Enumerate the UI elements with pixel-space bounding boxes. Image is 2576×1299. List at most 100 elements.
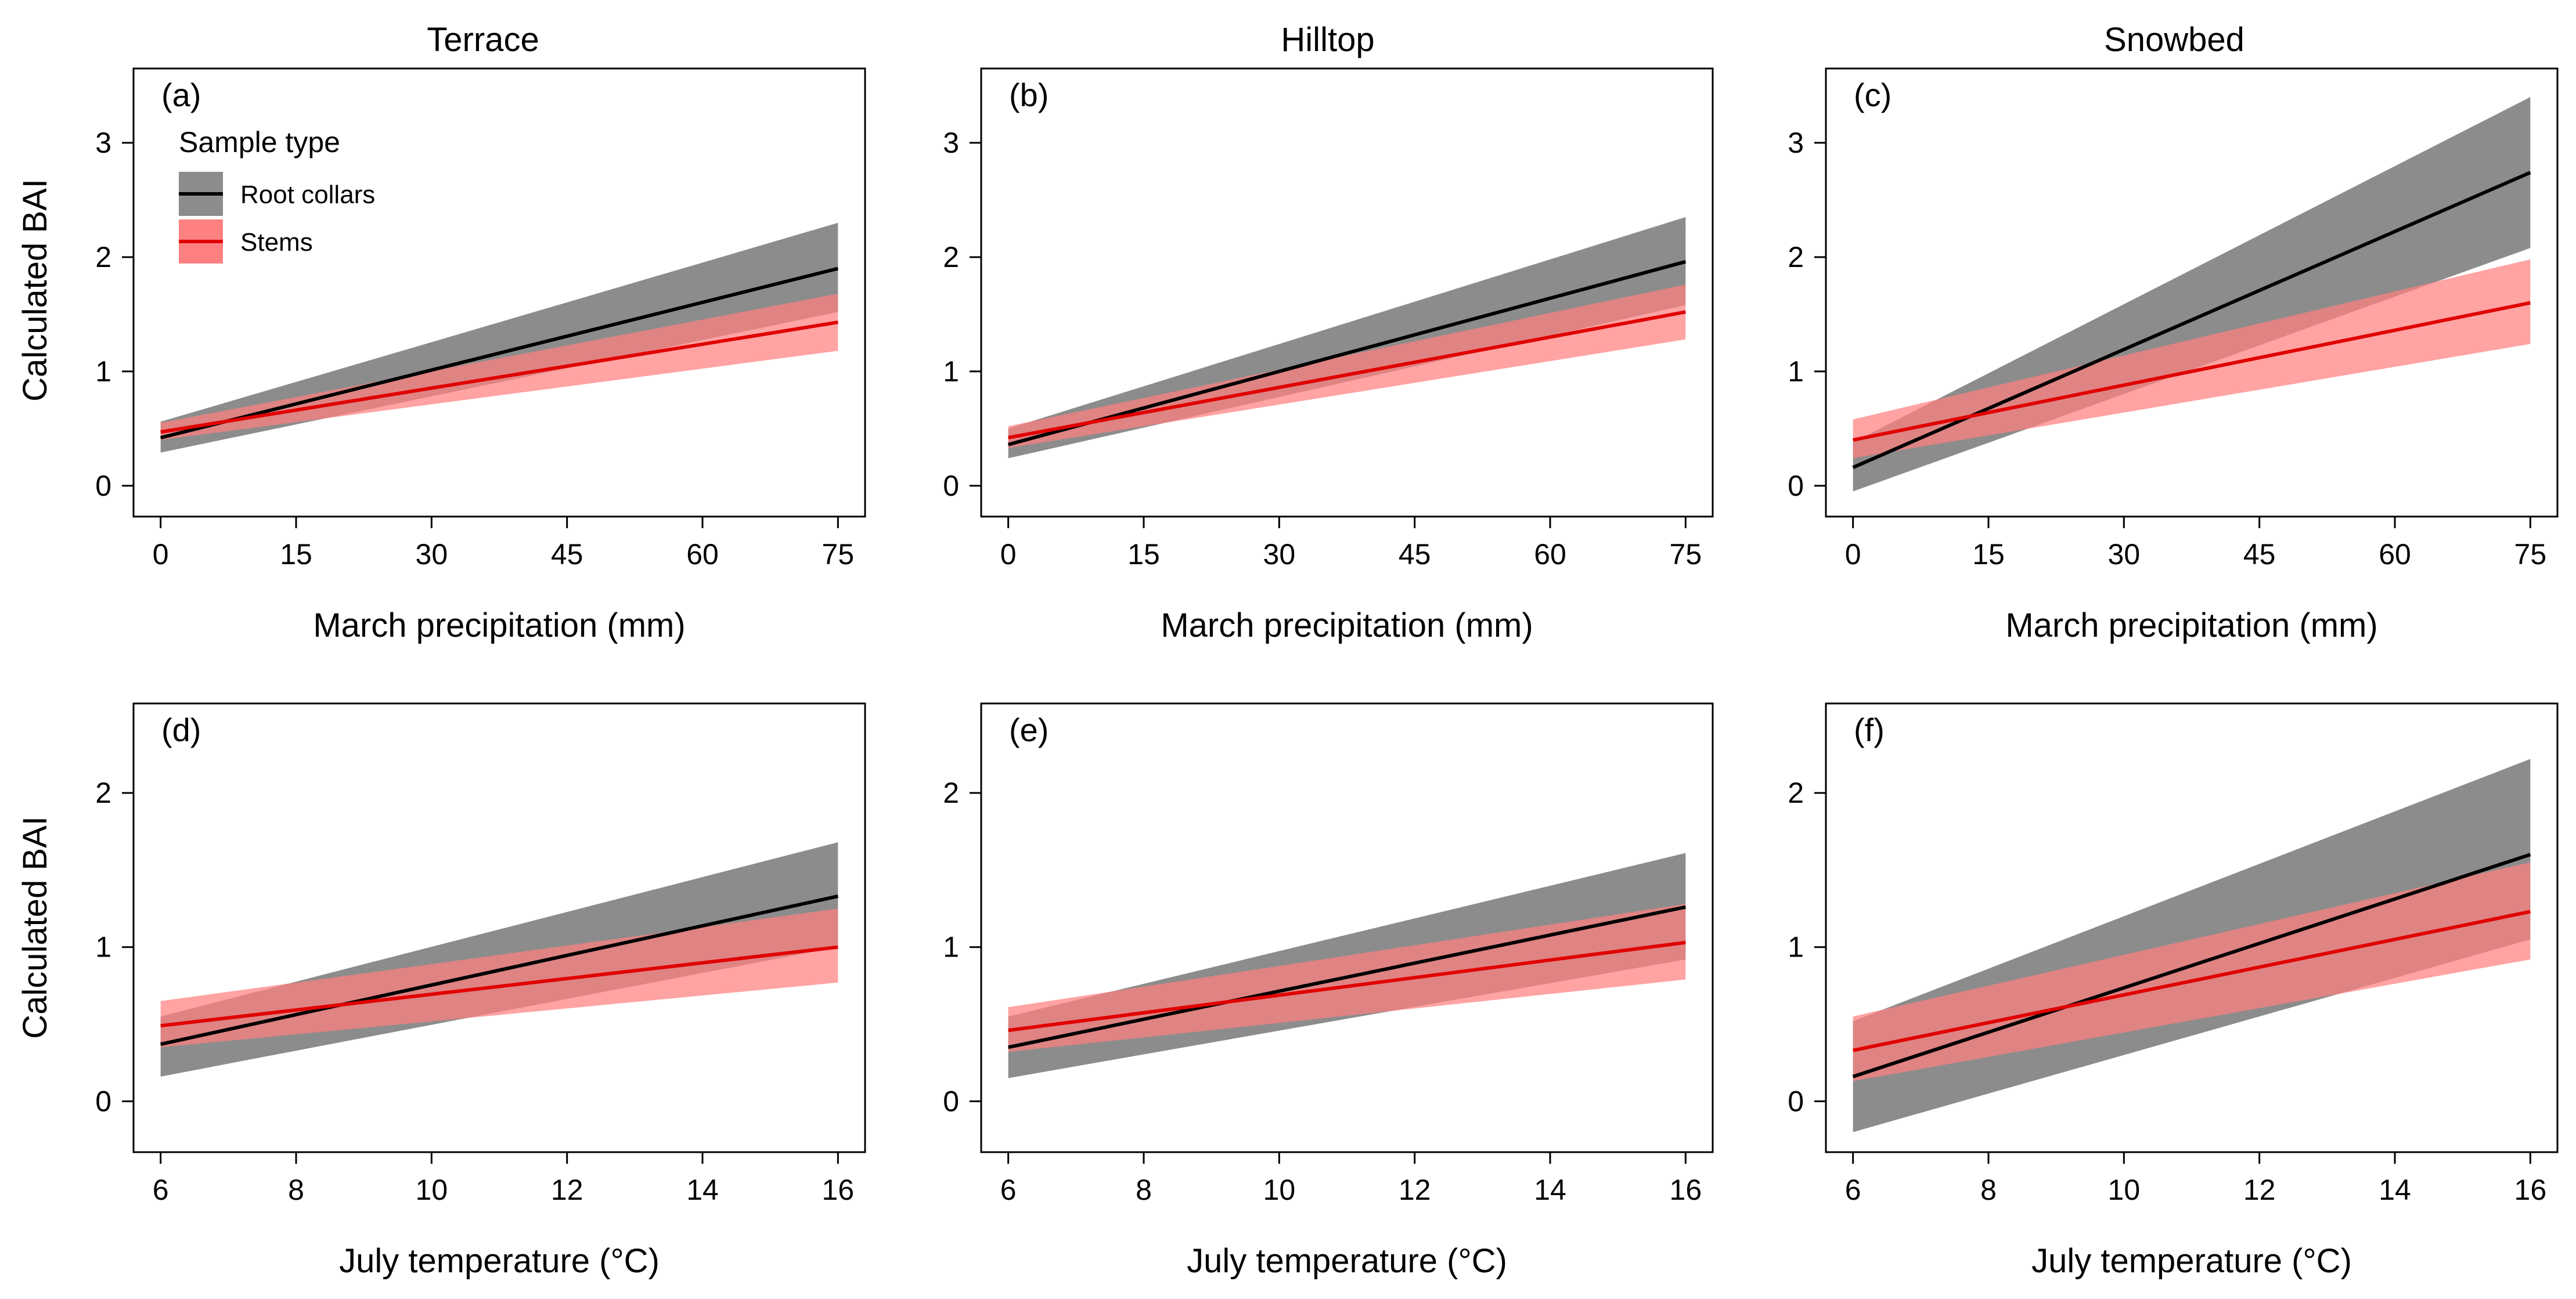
column-title-hilltop: Hilltop [1281,21,1374,59]
panel-f-y-tick-label: 2 [1788,777,1804,809]
panel-f-label: (f) [1854,712,1885,748]
panel-d-x-tick-label: 16 [822,1174,855,1206]
panel-e-x-tick-label: 14 [1534,1174,1566,1206]
panel-d-x-tick-label: 12 [551,1174,583,1206]
panel-d-frame [132,702,866,1153]
panel-b-x-tick-label: 45 [1399,538,1431,571]
panel-a-y-tick-label: 2 [95,241,111,273]
panel-d-x-tick-label: 6 [153,1174,169,1206]
panel-c-y-tick-label: 2 [1788,241,1804,273]
panel-c-y-tick-label: 3 [1788,127,1804,159]
panel-d-line-root-collars [160,894,838,1046]
panel-c-x-axis-title: March precipitation (mm) [2005,607,2377,644]
panel-a-band-stems [160,293,838,441]
panel-f-y-tick-label: 0 [1788,1085,1804,1117]
panel-b-x-tick-label: 30 [1263,538,1296,571]
legend-label-root-collars: Root collars [240,181,375,209]
panel-b-frame [980,67,1714,518]
panel-a-x-tick-label: 0 [153,538,169,571]
panel-d-y-tick-label: 1 [95,931,111,964]
panel-b-y-tick-label: 0 [943,470,959,502]
panel-a-x-axis-title: March precipitation (mm) [313,607,685,644]
panel-b-line-stems [1008,310,1686,440]
panel-a-x-tick-label: 15 [280,538,312,571]
panel-f-frame [1825,702,2559,1153]
panel-e-x-tick-label: 8 [1136,1174,1152,1206]
panel-a-y-tick-label: 0 [95,470,111,502]
panel-a-frame [132,67,866,518]
panel-a-x-tick-label: 45 [551,538,583,571]
panel-f-band-stems [1853,862,2531,1081]
panel-e-x-axis-title: July temperature (°C) [1187,1242,1507,1280]
column-title-snowbed: Snowbed [2104,21,2244,59]
panel-f-x-tick-label: 12 [2243,1174,2276,1206]
panel-c-x-tick-label: 75 [2514,538,2547,571]
panel-a-x-tick-label: 75 [822,538,855,571]
panel-d-x-tick-label: 8 [288,1174,304,1206]
panel-f-x-axis-title: July temperature (°C) [2031,1242,2352,1280]
legend-label-stems: Stems [240,228,313,257]
panel-f-x-tick-label: 16 [2514,1174,2547,1206]
panel-b-y-tick-label: 2 [943,241,959,273]
panel-e-x-tick-label: 12 [1399,1174,1431,1206]
panel-c-x-tick-label: 30 [2108,538,2141,571]
panel-e-y-tick-label: 2 [943,777,959,809]
panel-c-band-stems [1853,259,2531,459]
panel-f-x-tick-label: 6 [1845,1174,1861,1206]
panel-e-line-stems [1008,940,1686,1033]
y-axis-label-bottom: Calculated BAI [16,816,54,1039]
panel-f-x-tick-label: 10 [2108,1174,2141,1206]
panel-f-line-stems [1853,910,2531,1052]
panel-e-x-tick-label: 16 [1670,1174,1702,1206]
panel-d-label: (d) [161,712,201,748]
panel-a-line-stems [160,320,838,434]
panel-e-label: (e) [1009,712,1049,748]
panel-f-x-tick-label: 8 [1980,1174,1997,1206]
panel-e-frame [980,702,1714,1153]
panel-a-x-tick-label: 30 [416,538,448,571]
panel-b-x-tick-label: 60 [1534,538,1566,571]
panel-d-x-tick-label: 10 [416,1174,448,1206]
panel-f-line-root-collars [1852,853,2531,1078]
panel-a-y-tick-label: 1 [95,355,111,388]
panel-c-x-tick-label: 0 [1845,538,1861,571]
panel-b-y-tick-label: 1 [943,355,959,388]
panel-c-x-tick-label: 60 [2379,538,2411,571]
panel-b-x-axis-title: March precipitation (mm) [1161,607,1533,644]
y-axis-label-top: Calculated BAI [16,179,54,402]
panel-f-y-tick-label: 1 [1788,931,1804,964]
legend-title: Sample type [179,126,340,158]
panel-c-y-tick-label: 0 [1788,470,1804,502]
panel-f-x-tick-label: 14 [2379,1174,2411,1206]
panel-c-x-tick-label: 15 [1972,538,2005,571]
panel-b-line-root-collars [1007,259,1687,446]
panel-d-line-stems [160,945,838,1028]
legend: Sample type Root collars Stems [179,126,375,264]
panel-b: 0 15 30 45 60 75 0 1 2 3 (b) March precipitation (m… [943,67,1714,644]
panel-e-y-tick-label: 1 [943,931,959,964]
panel-e-x-tick-label: 6 [1000,1174,1017,1206]
panel-a-line-root-collars [160,266,839,440]
panel-a-x-tick-label: 60 [686,538,719,571]
panel-b-label: (b) [1009,77,1049,113]
panel-c: 0 15 30 45 60 75 0 1 2 3 (c) March precipitation (m… [1788,67,2559,644]
panel-e-line-root-collars [1008,905,1686,1049]
panel-c-frame [1825,67,2559,518]
panel-d-x-tick-label: 14 [686,1174,719,1206]
panel-b-x-tick-label: 0 [1000,538,1017,571]
panel-c-line-stems [1853,301,2531,442]
panel-a: 0 15 30 45 60 75 0 1 2 3 (a) March precipitation (m… [95,67,866,644]
panel-b-x-tick-label: 75 [1670,538,1702,571]
panel-d-y-tick-label: 0 [95,1085,111,1117]
panel-c-label: (c) [1854,77,1892,113]
panel-b-band-stems [1008,284,1686,448]
panel-b-y-tick-label: 3 [943,127,959,159]
panel-d-band-stems [160,908,838,1048]
column-title-terrace: Terrace [427,21,539,59]
panel-c-x-tick-label: 45 [2243,538,2276,571]
panel-e-y-tick-label: 0 [943,1085,959,1117]
